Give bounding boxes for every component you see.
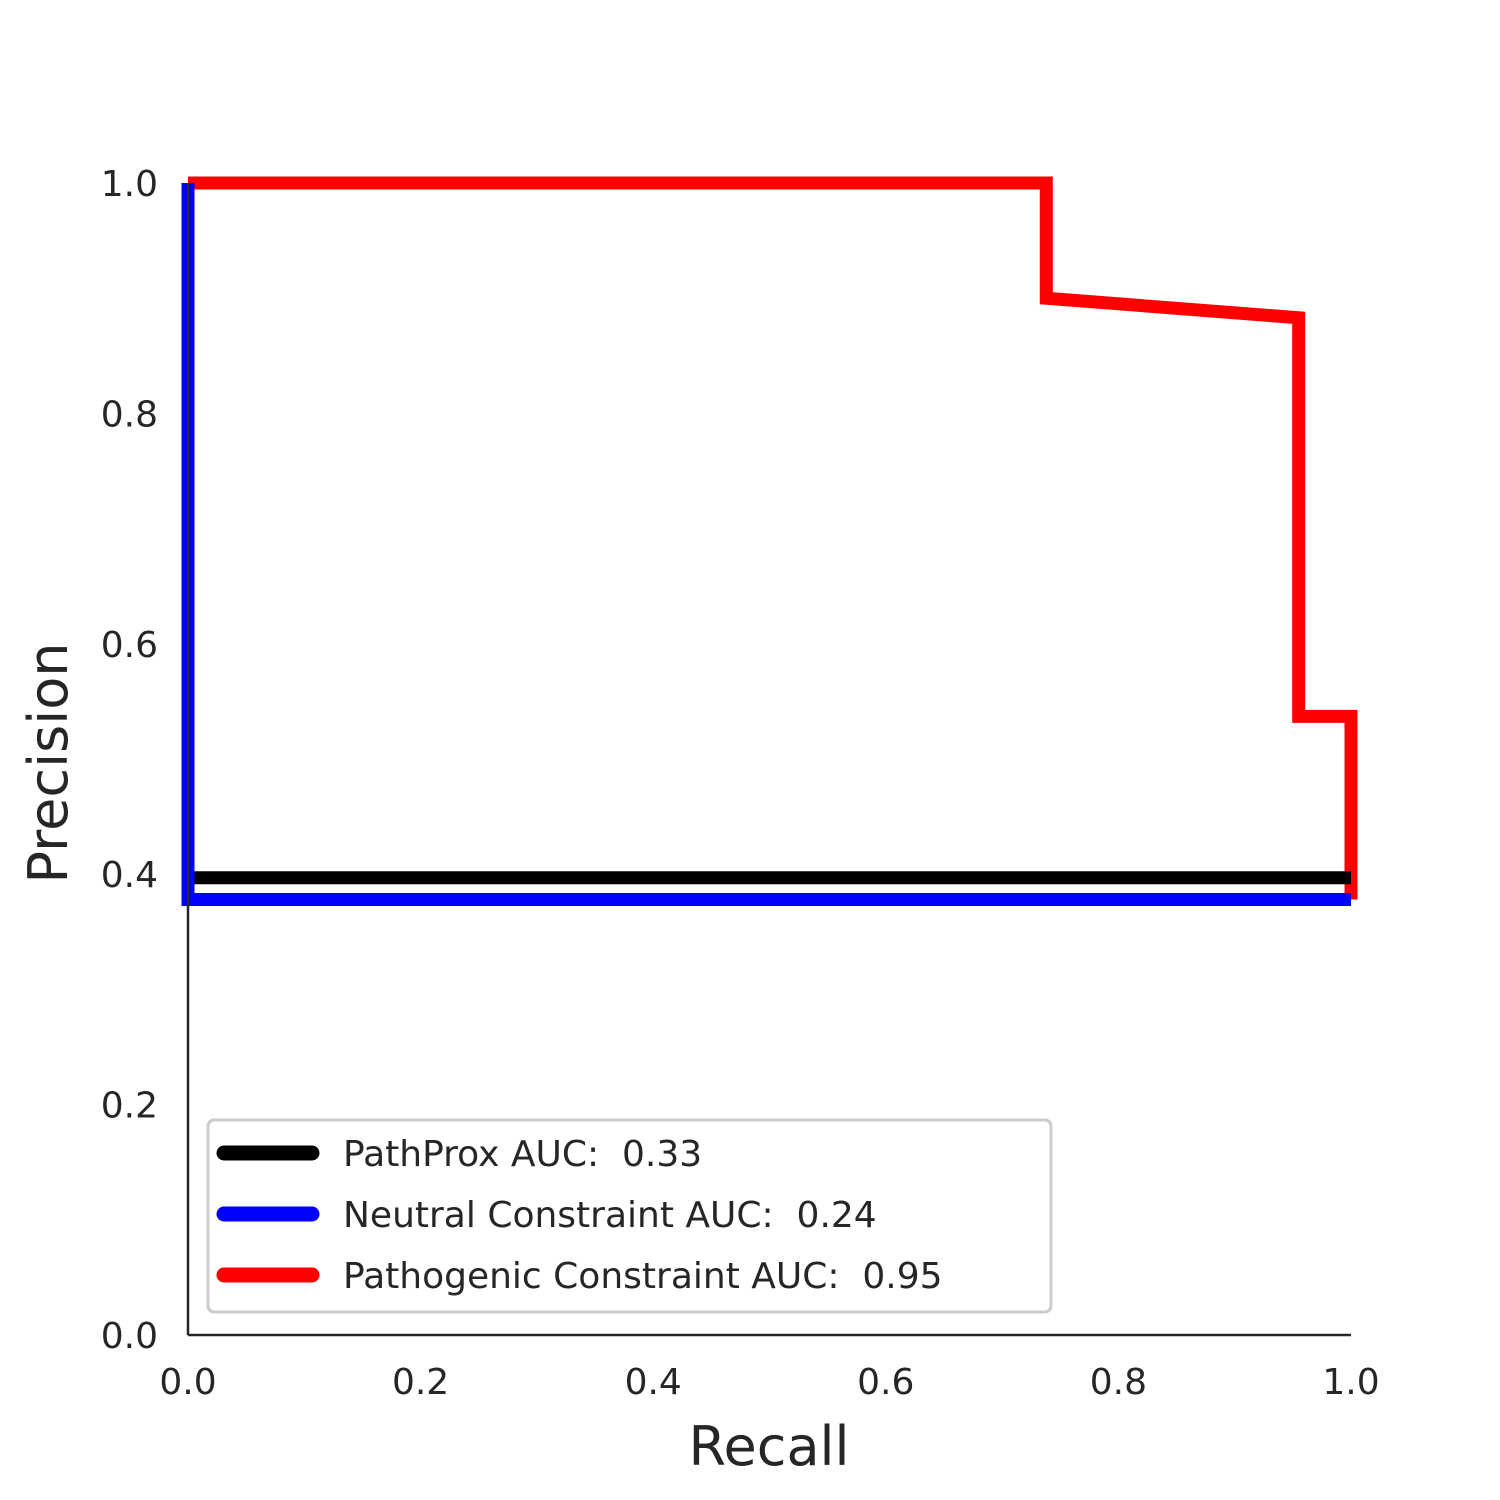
- x-axis-label: Recall: [688, 1415, 849, 1478]
- legend-box: [206, 1118, 1053, 1314]
- x-tick-label: 0.0: [159, 1362, 216, 1403]
- x-tick-label: 0.4: [625, 1362, 682, 1403]
- x-tick-label: 0.6: [857, 1362, 914, 1403]
- y-axis-label: Precision: [17, 643, 80, 884]
- y-tick-label: 0.0: [101, 1316, 158, 1357]
- x-tick-labels: 0.0 0.2 0.4 0.6 0.8 1.0: [159, 1362, 1379, 1403]
- y-tick-label: 0.4: [101, 855, 158, 896]
- legend: PathProx AUC: 0.33 Neutral Constraint AUC…: [206, 1118, 1053, 1314]
- y-tick-labels: 0.0 0.2 0.4 0.6 0.8 1.0: [101, 164, 158, 1357]
- x-tick-label: 1.0: [1322, 1362, 1379, 1403]
- x-tick-label: 0.2: [392, 1362, 449, 1403]
- y-tick-label: 0.8: [101, 394, 158, 435]
- legend-label: Pathogenic Constraint AUC: 0.95: [343, 1256, 943, 1297]
- y-tick-label: 0.2: [101, 1086, 158, 1127]
- legend-label: PathProx AUC: 0.33: [343, 1134, 702, 1175]
- series-line-2: [188, 176, 1358, 900]
- y-tick-label: 0.6: [101, 625, 158, 666]
- series-line-1: [181, 183, 1351, 906]
- x-tick-label: 0.8: [1090, 1362, 1147, 1403]
- y-tick-label: 1.0: [101, 164, 158, 205]
- legend-label: Neutral Constraint AUC: 0.24: [343, 1195, 877, 1236]
- plot-area: [181, 176, 1358, 906]
